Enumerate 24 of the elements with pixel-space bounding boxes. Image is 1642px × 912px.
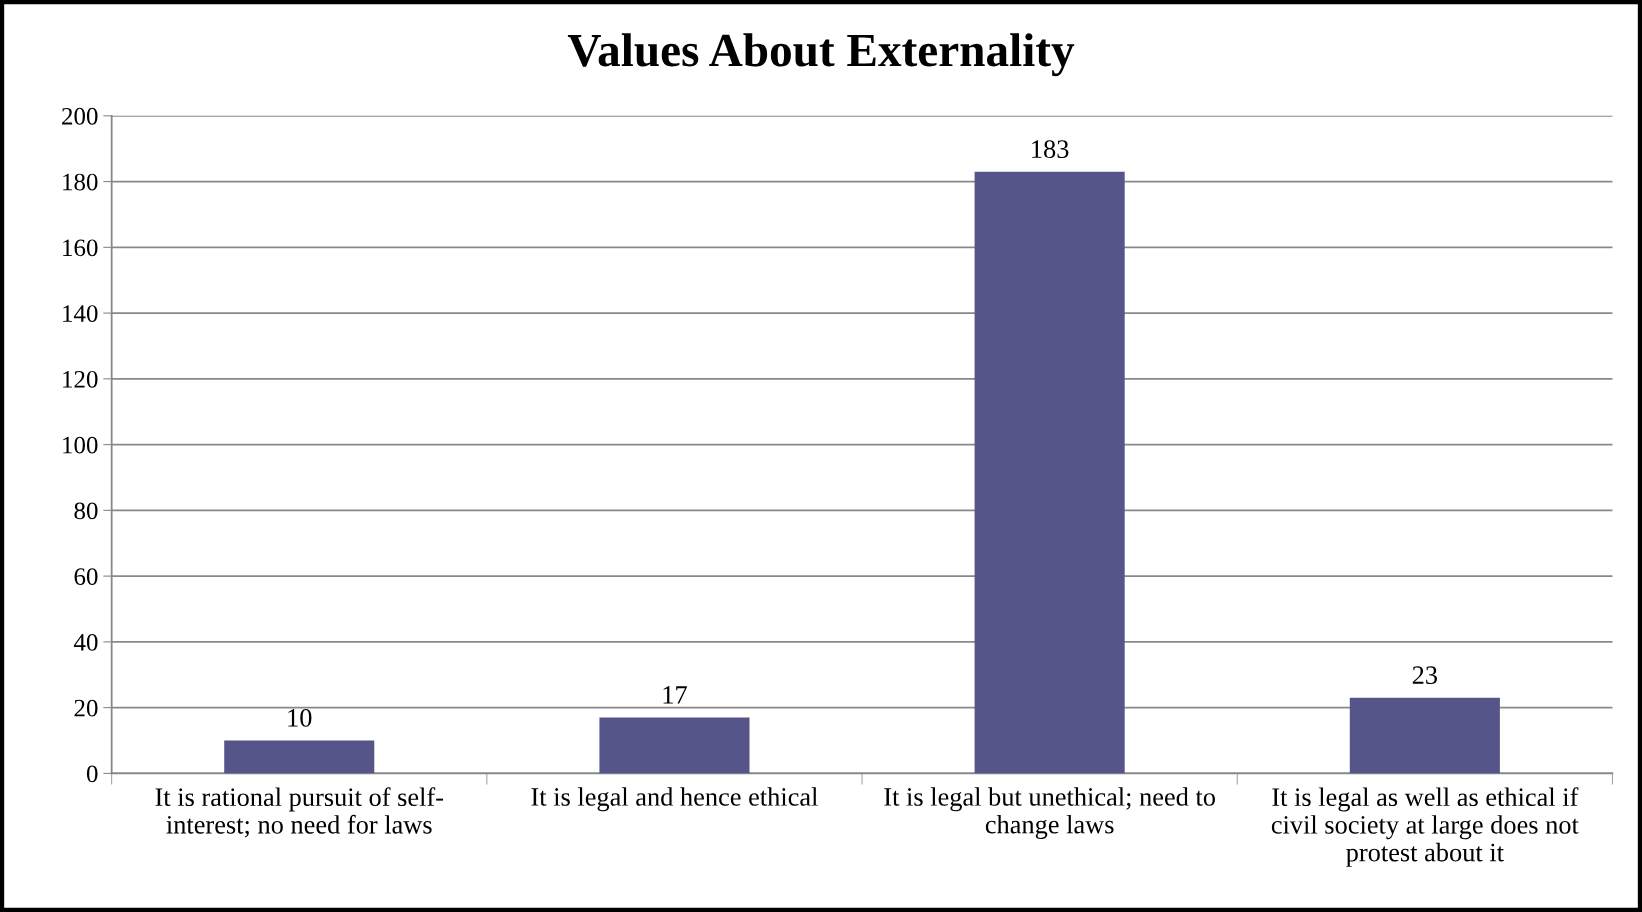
y-tick-label: 120 — [63, 370, 98, 388]
y-tick-label: 200 — [62, 107, 98, 125]
y-tick-label: 40 — [73, 633, 98, 651]
data-label: 17 — [663, 686, 687, 704]
bar — [1349, 697, 1500, 774]
x-tick-label: It is legal but unethical; need to change laws — [884, 787, 1215, 839]
y-tick-label: 20 — [74, 699, 98, 717]
data-label: 183 — [1032, 140, 1069, 159]
data-label: 23 — [1412, 666, 1438, 685]
x-tick-label: It is rational pursuit of self- interest; no need for laws — [155, 787, 444, 838]
bar — [974, 171, 1125, 774]
data-label: 10 — [288, 709, 312, 727]
y-tick-label: 100 — [63, 436, 98, 454]
y-tick-label: 140 — [63, 305, 98, 323]
y-tick-label: 160 — [63, 239, 98, 257]
x-tick-label: It is legal and hence ethical — [531, 787, 818, 812]
y-tick-label: 80 — [74, 502, 98, 520]
y-tick-label: 180 — [63, 173, 98, 191]
bar — [224, 740, 375, 774]
y-tick-label: 60 — [74, 568, 98, 586]
bar — [599, 717, 750, 774]
x-tick-label: It is legal as well as ethical if civil society at large does not protest about it — [1271, 787, 1579, 867]
chart-title: Values About Externality — [567, 33, 1075, 77]
y-tick-label: 0 — [86, 765, 98, 783]
